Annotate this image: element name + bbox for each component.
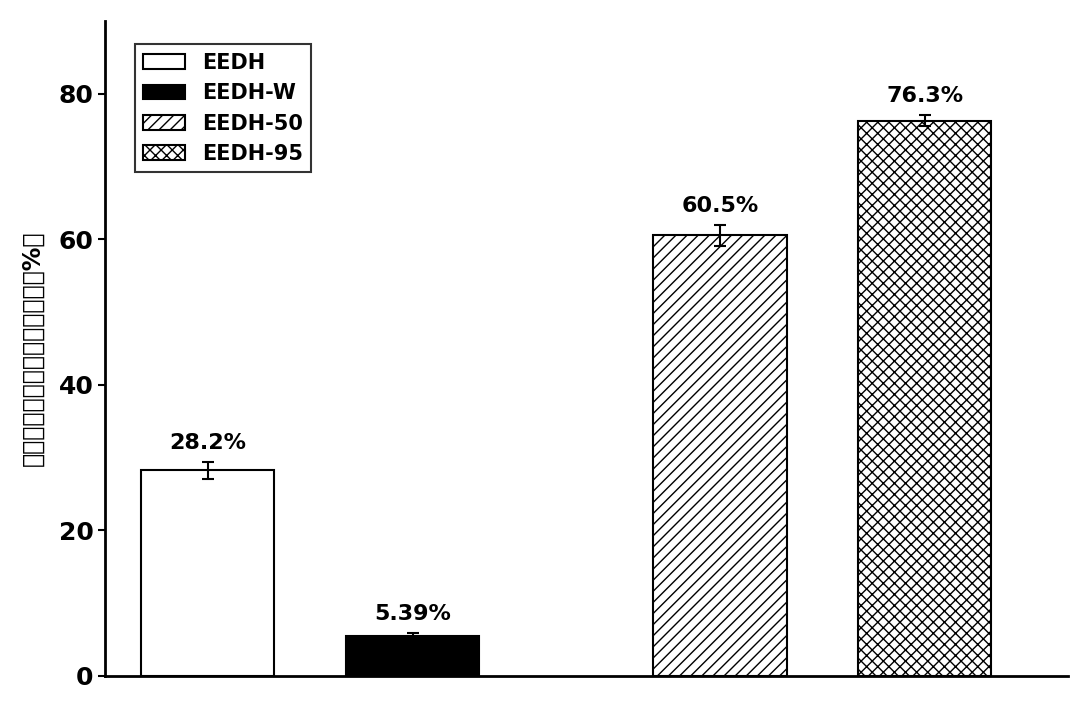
Bar xyxy=(346,636,479,675)
Legend: EEDH, EEDH-W, EEDH-50, EEDH-95: EEDH, EEDH-W, EEDH-50, EEDH-95 xyxy=(135,44,311,172)
Text: 28.2%: 28.2% xyxy=(169,433,246,453)
Bar xyxy=(858,120,991,675)
Text: 76.3%: 76.3% xyxy=(886,86,964,106)
Bar xyxy=(653,235,786,675)
Y-axis label: 担性蛋白分解酶活性抑制能力（%）: 担性蛋白分解酶活性抑制能力（%） xyxy=(21,230,45,466)
Text: 60.5%: 60.5% xyxy=(682,196,759,216)
Text: 5.39%: 5.39% xyxy=(375,604,451,624)
Bar xyxy=(142,471,274,675)
